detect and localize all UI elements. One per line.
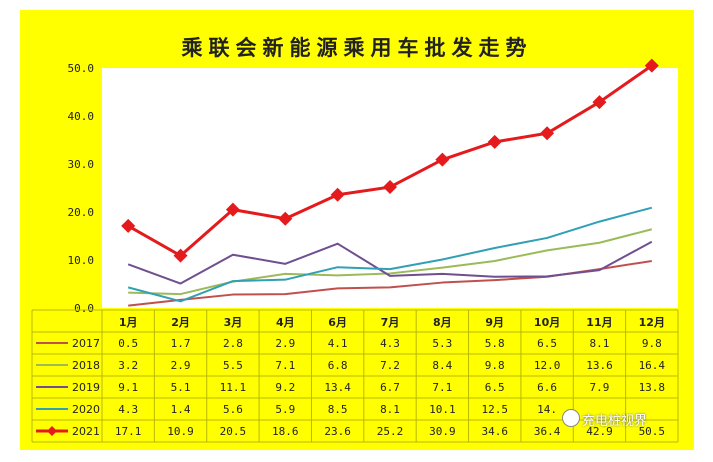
data-table-cell: 30.9 [429,425,456,438]
x-category-label: 10月 [534,316,560,329]
data-table-cell: 12.0 [534,359,561,372]
data-table-cell: 7.9 [590,381,610,394]
data-table-cell: 6.5 [537,337,557,350]
data-table-cell: 13.4 [324,381,351,394]
data-table-cell: 18.6 [272,425,299,438]
data-table-cell: 6.7 [380,381,400,394]
data-table-cell: 4.3 [118,403,138,416]
data-table-cell: 6.5 [485,381,505,394]
data-table-cell: 5.8 [485,337,505,350]
x-category-label: 9月 [485,316,504,329]
data-table-cell: 36.4 [534,425,561,438]
data-table-cell: 0.5 [118,337,138,350]
data-table-cell: 12.5 [481,403,508,416]
data-point-2021 [173,248,188,263]
x-category-label: 7月 [381,316,400,329]
data-table-cell: 2.9 [171,359,191,372]
legend-label-2020: 2020 [72,403,100,416]
x-category-label: 4月 [276,316,295,329]
data-table-cell: 23.6 [324,425,351,438]
x-category-label: 11月 [586,316,612,329]
data-table-cell: 8.1 [380,403,400,416]
data-table-cell: 10.9 [167,425,194,438]
data-table-cell: 1.7 [171,337,191,350]
data-point-2021 [121,218,136,233]
data-table-cell: 9.1 [118,381,138,394]
data-table-cell: 11.1 [220,381,247,394]
data-table-cell: 8.4 [432,359,452,372]
data-table-cell: 2.9 [275,337,295,350]
data-table-cell: 17.1 [115,425,142,438]
data-table-cell: 5.1 [171,381,191,394]
data-point-2021 [540,126,555,141]
data-point-2021 [644,58,659,73]
data-point-2021 [435,152,450,167]
data-table-cell: 13.8 [639,381,666,394]
y-tick-label: 0.0 [74,302,94,315]
x-category-label: 6月 [328,316,347,329]
x-category-label: 2月 [171,316,190,329]
data-table-cell: 20.5 [220,425,247,438]
data-table-cell: 1.4 [171,403,191,416]
data-table-cell: 50.5 [639,425,666,438]
data-table-cell: 4.1 [328,337,348,350]
series-line-2018 [128,228,653,296]
data-table-cell: 9.2 [275,381,295,394]
y-tick-label: 50.0 [68,62,95,75]
data-table-cell: 9.8 [642,337,662,350]
data-table-cell: 5.3 [432,337,452,350]
data-table-cell: 7.2 [380,359,400,372]
data-point-2021 [487,134,502,149]
legend-label-2017: 2017 [72,337,100,350]
data-point-2021 [278,211,293,226]
x-category-label: 12月 [639,316,665,329]
data-table-cell: 4.3 [380,337,400,350]
data-table-cell: 5.9 [275,403,295,416]
data-table-cell: 34.6 [481,425,508,438]
chart-svg: 0.0 10.0 20.0 30.0 40.0 50.0 1月 2月 3月 4月 6月 7月 8月 9月 1… [31,58,679,443]
data-point-2021 [330,187,345,202]
y-tick-label: 20.0 [68,206,95,219]
y-tick-label: 10.0 [68,254,95,267]
data-point-2021 [383,180,397,195]
data-table-cell: 14. [537,403,557,416]
legend-label-2018: 2018 [72,359,100,372]
legend-marker-2021 [47,426,57,436]
data-table-cell: 7.1 [275,359,295,372]
data-table-cell: 9.8 [485,359,505,372]
data-table-cell: 6.6 [537,381,557,394]
data-table-cell: 3.2 [118,359,138,372]
data-table-cell: 16.4 [639,359,666,372]
data-table-cell: 2.8 [223,337,243,350]
legend-label-2019: 2019 [72,381,100,394]
legend-label-2021: 2021 [72,425,100,438]
data-table-cell: 10.1 [429,403,456,416]
x-category-label: 8月 [433,316,452,329]
series-line-2019 [127,240,653,285]
data-point-2021 [225,202,240,217]
series-line-2020 [127,206,653,303]
wechat-icon [562,409,580,427]
data-table-cell: 7.1 [432,381,452,394]
data-table-cell: 8.1 [590,337,610,350]
chart-frame: 乘联会新能源乘用车批发走势 0.0 10.0 20.0 30.0 40.0 50.0 1月 2… [20,10,694,450]
data-table-cell: 25.2 [377,425,404,438]
data-table-cell: 13.6 [586,359,613,372]
data-point-2021 [592,95,607,110]
data-table-cell: 5.5 [223,359,243,372]
y-tick-label: 30.0 [68,158,95,171]
watermark-text: 充电桩视界 [582,414,648,429]
data-table-cell: 6.8 [328,359,348,372]
data-table-cell: 42.9 [586,425,613,438]
data-table-cell: 8.5 [328,403,348,416]
chart-title: 乘联会新能源乘用车批发走势 [181,36,533,60]
y-tick-label: 40.0 [68,110,95,123]
x-category-label: 3月 [224,316,243,329]
data-table-cell: 5.6 [223,403,243,416]
x-category-label: 1月 [119,316,138,329]
